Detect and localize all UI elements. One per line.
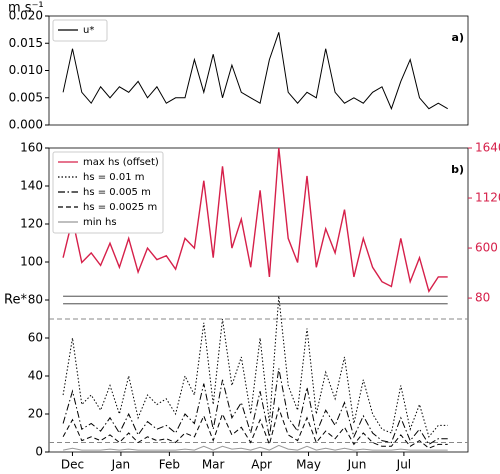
series-line: [62, 147, 448, 293]
y-tick-label: 0.000: [9, 118, 43, 132]
unit-label: m s⁻¹: [8, 1, 44, 16]
legend-label: hs = 0.005 m: [83, 187, 151, 198]
panel-label: a): [452, 31, 464, 44]
y2-tick-label: 1640: [475, 141, 500, 155]
x-tick-label: Mar: [202, 458, 225, 472]
y-tick-label: 140: [20, 179, 43, 193]
x-tick-label: Feb: [159, 458, 180, 472]
y2-tick-label: 1120: [475, 191, 500, 205]
x-tick-label: Dec: [61, 458, 84, 472]
y-tick-label: 40: [28, 369, 43, 383]
x-tick-label: Jul: [396, 458, 411, 472]
series-line: [62, 296, 448, 438]
panel-label: b): [451, 163, 464, 176]
y-tick-label: 0.005: [9, 90, 43, 104]
series-line: [63, 444, 448, 451]
y-tick-label: 0.020: [9, 9, 43, 23]
y-tick-label: 80: [28, 293, 43, 307]
legend-label: hs = 0.01 m: [83, 172, 144, 183]
legend-label: u*: [83, 25, 94, 36]
y2-tick-label: 80: [475, 291, 490, 305]
x-tick-label: Jun: [347, 458, 367, 472]
x-tick-label: May: [296, 458, 321, 472]
x-tick-label: Jan: [111, 458, 131, 472]
series-line: [62, 32, 448, 111]
x-tick-label: Apr: [251, 458, 272, 472]
legend-label: max hs (offset): [83, 157, 159, 168]
legend-label: min hs: [83, 217, 117, 228]
series-line: [62, 368, 448, 446]
y-tick-label: 60: [28, 331, 43, 345]
legend-box: [52, 19, 108, 42]
y-axis-label: Re*: [4, 293, 27, 308]
y-tick-label: 160: [20, 141, 43, 155]
legend-label: hs = 0.0025 m: [83, 202, 157, 213]
y2-tick-label: 600: [475, 241, 498, 255]
y-tick-label: 0: [35, 445, 43, 459]
y-tick-label: 0.010: [9, 63, 43, 77]
y-tick-label: 120: [20, 217, 43, 231]
y-tick-label: 20: [28, 407, 43, 421]
y-tick-label: 0.015: [9, 36, 43, 50]
y-tick-label: 100: [20, 255, 43, 269]
series-line: [62, 406, 448, 449]
legend-box: [52, 151, 164, 234]
